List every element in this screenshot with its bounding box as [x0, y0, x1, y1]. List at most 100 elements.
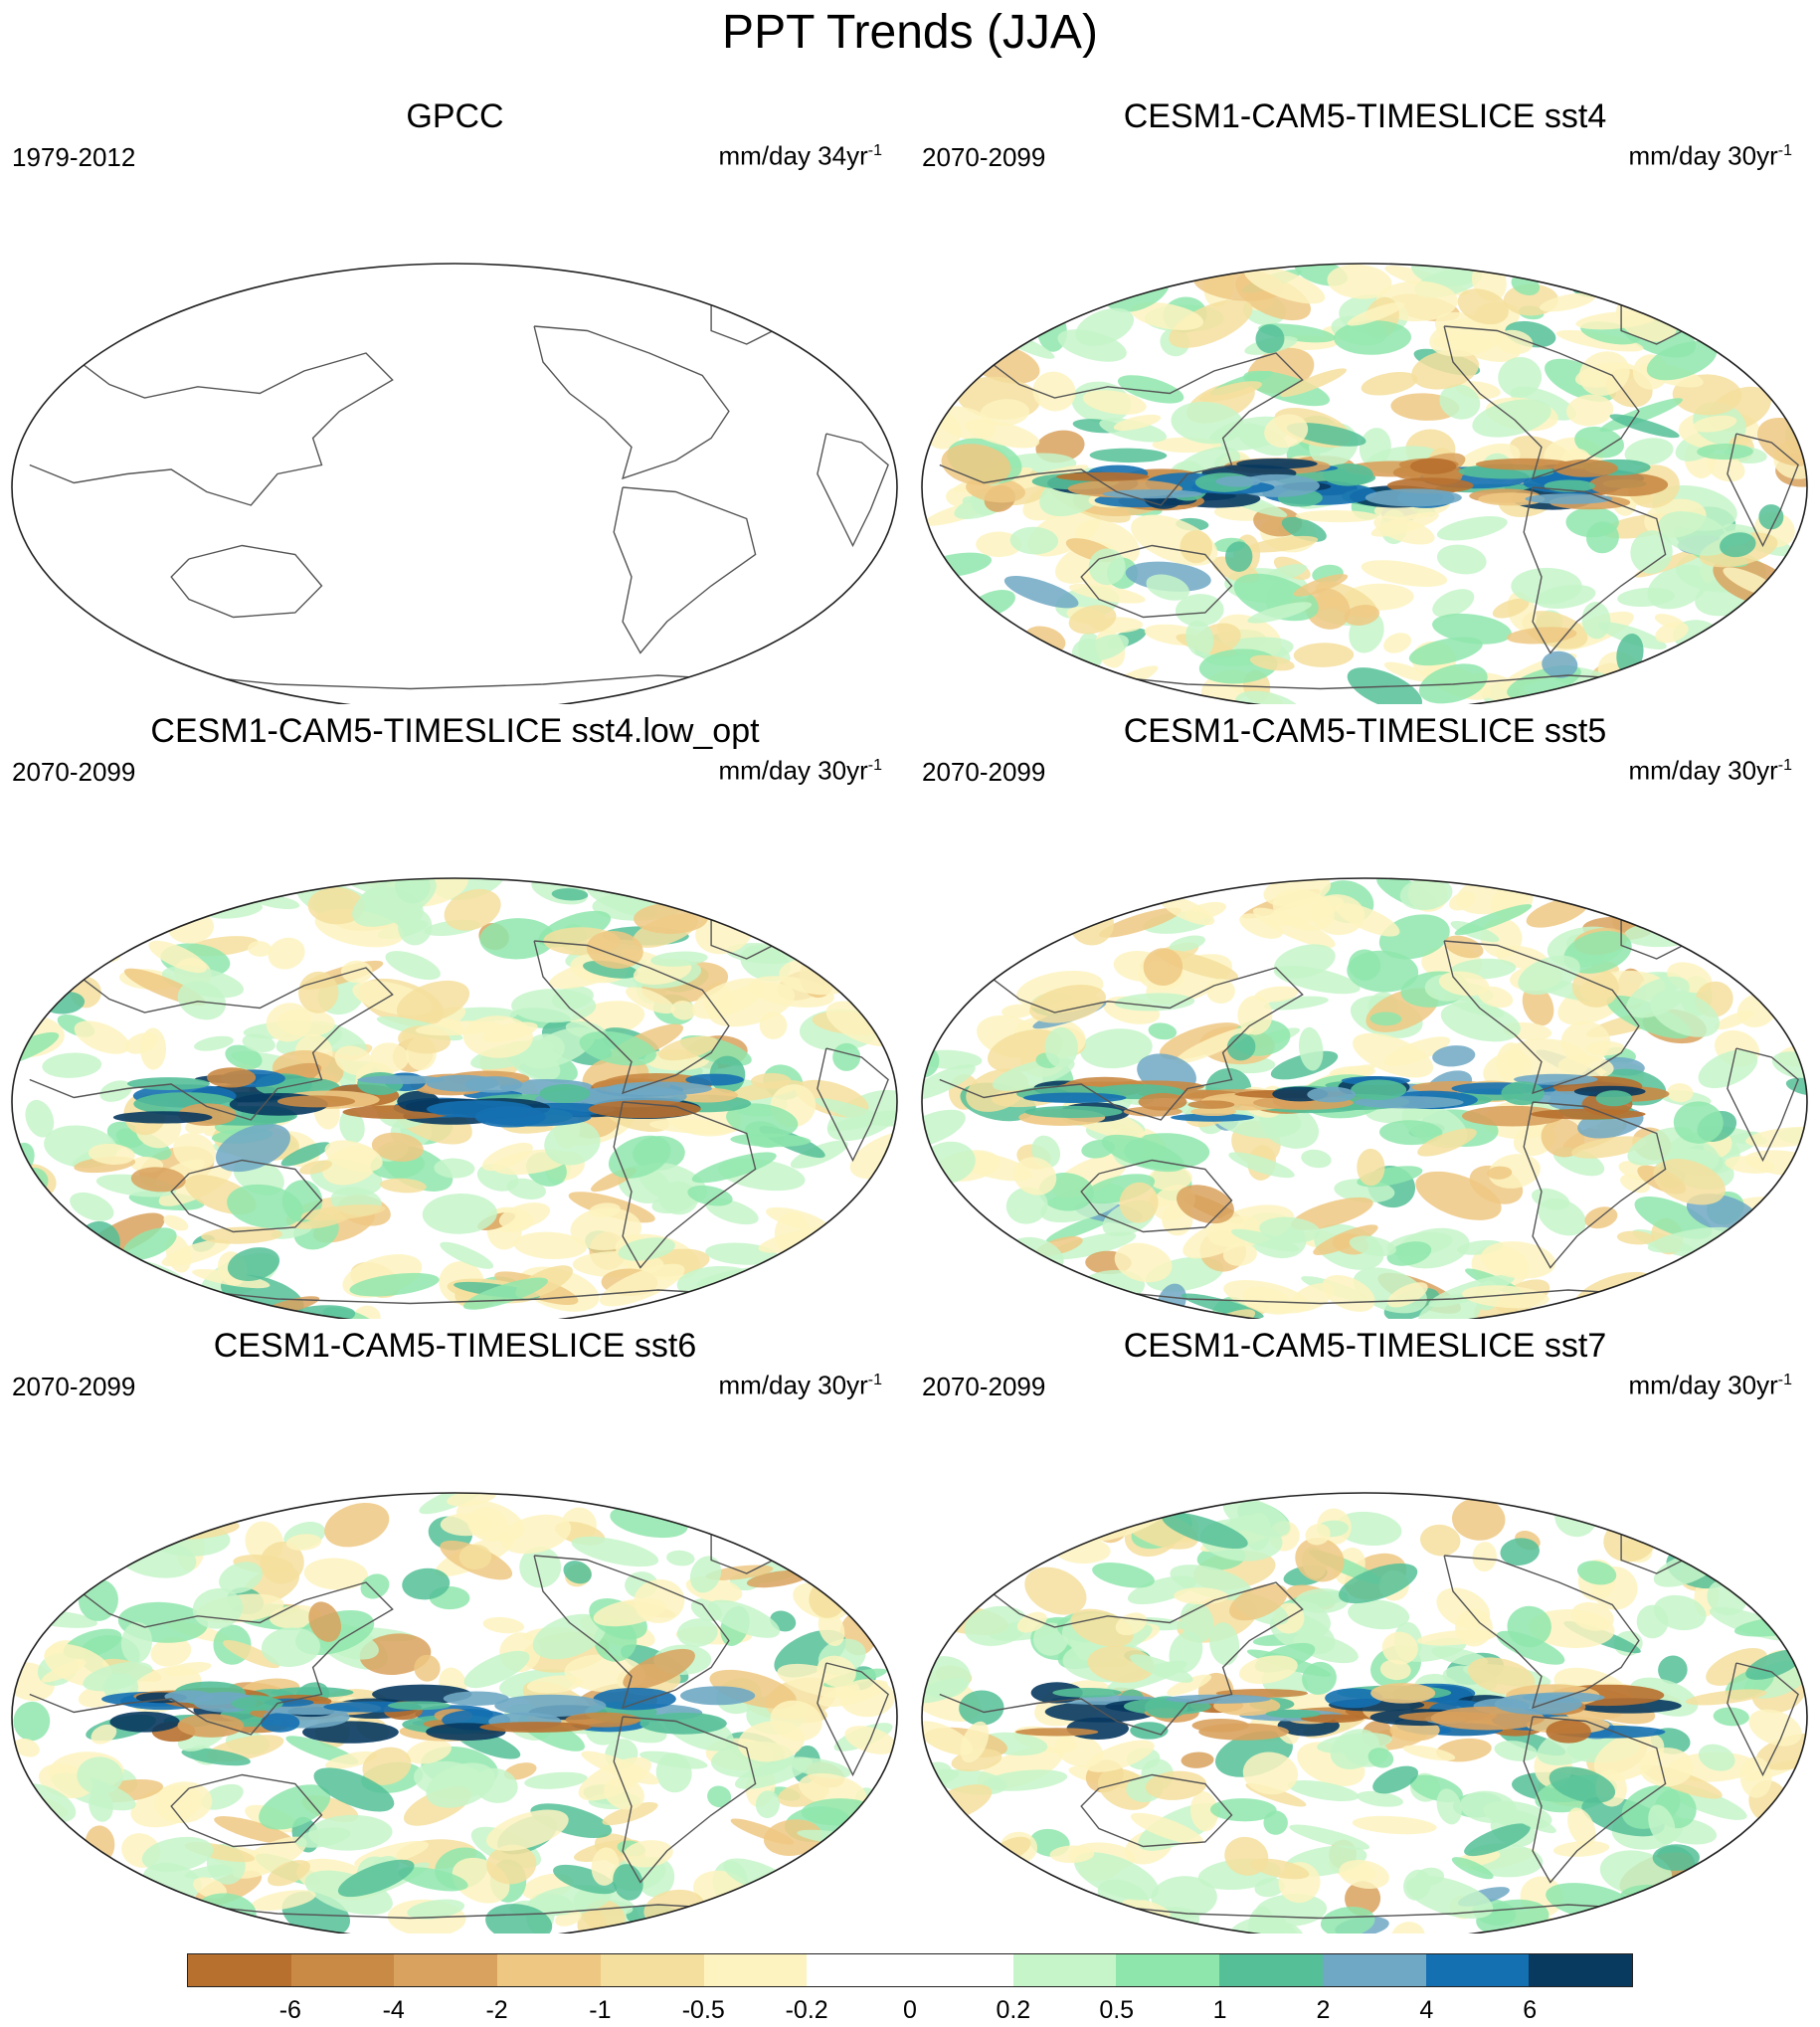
- trend-patch: [298, 971, 339, 1014]
- trend-patch: [1432, 1045, 1476, 1067]
- trend-patch: [1177, 1185, 1234, 1224]
- trend-patch: [463, 1650, 530, 1689]
- trend-patch: [666, 1550, 695, 1566]
- trend-patch: [553, 1864, 618, 1895]
- trend-patch: [650, 951, 708, 967]
- trend-field: [12, 1493, 897, 1934]
- trend-patch: [299, 1204, 386, 1221]
- trend-patch: [1383, 661, 1431, 682]
- coastline: [1054, 1899, 1648, 1920]
- trend-patch: [486, 1844, 537, 1885]
- colorbar-tick-label: 0: [903, 1996, 917, 2024]
- trend-patch: [1548, 1766, 1616, 1803]
- trend-patch: [1576, 1561, 1617, 1585]
- trend-patch: [1347, 950, 1419, 993]
- trend-patch: [1176, 594, 1224, 627]
- trend-patch: [219, 1562, 263, 1594]
- coastline: [1727, 1047, 1799, 1163]
- units-label: mm/day 30yr-1: [718, 755, 883, 786]
- itcz-patch: [1588, 472, 1669, 497]
- trend-patch: [1082, 634, 1129, 661]
- colorbar-swatch: [394, 1954, 498, 1986]
- coastline: [1727, 433, 1799, 548]
- trend-patch: [658, 1035, 718, 1061]
- trend-patch: [1291, 1197, 1373, 1230]
- trend-patch: [1113, 414, 1162, 431]
- colorbar-tick-label: 1: [1212, 1996, 1227, 2024]
- trend-patch: [1369, 1012, 1402, 1026]
- trend-patch: [1339, 1859, 1389, 1890]
- trend-patch: [707, 1599, 781, 1638]
- map-panel-sst4: CESM1-CAM5-TIMESLICE sst4 2070-2099 mm/d…: [910, 90, 1820, 704]
- trend-patch: [709, 1669, 797, 1709]
- units-label: mm/day 30yr-1: [718, 1370, 883, 1400]
- trend-patch: [325, 1751, 378, 1769]
- trend-patch: [1585, 521, 1619, 554]
- panel-title: CESM1-CAM5-TIMESLICE sst6: [213, 1327, 697, 1365]
- itcz-patch: [1215, 475, 1262, 487]
- panel-title: CESM1-CAM5-TIMESLICE sst5: [1123, 712, 1607, 750]
- itcz-patch: [588, 1100, 701, 1119]
- trend-patch: [349, 1272, 440, 1297]
- trend-patch: [1348, 1599, 1410, 1630]
- colorbar-tick-label: 2: [1316, 1996, 1331, 2024]
- trend-patch: [1230, 1228, 1300, 1252]
- trend-patch: [922, 1109, 966, 1148]
- trend-patch: [1478, 986, 1514, 1009]
- trend-patch: [1686, 1689, 1767, 1706]
- trend-patch: [1481, 1241, 1556, 1279]
- trend-patch: [1652, 1844, 1700, 1871]
- trend-patch: [922, 1721, 974, 1755]
- globe-background: [12, 264, 897, 704]
- itcz-patch: [1325, 1688, 1383, 1709]
- colorbar-tick-label: 0.2: [996, 1996, 1031, 2024]
- trend-patch: [1293, 574, 1349, 597]
- trend-patch: [1639, 1748, 1694, 1787]
- coastline: [170, 544, 323, 619]
- trend-patch: [1206, 1309, 1256, 1319]
- trend-patch: [13, 1701, 51, 1742]
- trend-patch: [1511, 567, 1582, 605]
- itcz-patch: [1052, 1688, 1122, 1698]
- trend-patch: [268, 1860, 310, 1887]
- trend-patch: [941, 444, 1011, 486]
- trend-patch: [1706, 1648, 1768, 1686]
- trend-patch: [1378, 914, 1450, 960]
- trend-patch: [1563, 930, 1632, 974]
- trend-patch: [1439, 384, 1481, 420]
- units-label: mm/day 30yr-1: [1628, 1370, 1793, 1400]
- trend-patch: [334, 1045, 374, 1076]
- trend-patch: [1415, 1171, 1502, 1220]
- trend-patch: [1167, 1674, 1212, 1696]
- trend-patch: [755, 1790, 781, 1819]
- trend-patch: [1352, 1815, 1437, 1835]
- period-label: 2070-2099: [12, 757, 136, 787]
- trend-patch: [124, 1032, 159, 1054]
- trend-patch: [1148, 1166, 1192, 1191]
- trend-patch: [740, 945, 791, 982]
- itcz-patch: [479, 1722, 592, 1733]
- trend-patch: [232, 1836, 307, 1879]
- trend-patch: [227, 1184, 303, 1228]
- colorbar-tick-label: -2: [485, 1996, 508, 2024]
- trend-patch: [1367, 1748, 1394, 1768]
- trend-patch: [1119, 1182, 1159, 1223]
- units-label: mm/day 30yr-1: [1628, 755, 1793, 786]
- trend-patch: [1079, 1028, 1153, 1069]
- trend-patch: [1029, 985, 1106, 1023]
- trend-patch: [790, 1757, 851, 1779]
- trend-patch: [1236, 423, 1289, 457]
- colorbar-tick-label: 4: [1419, 1996, 1434, 2024]
- itcz-patch: [1514, 1073, 1598, 1085]
- trend-patch: [689, 1556, 722, 1593]
- trend-patch: [324, 1140, 383, 1173]
- colorbar: [187, 1953, 1633, 1987]
- trend-patch: [1016, 1611, 1047, 1633]
- trend-patch: [965, 419, 1040, 449]
- trend-patch: [1429, 317, 1504, 357]
- itcz-patch: [1102, 489, 1202, 499]
- trend-patch: [818, 1610, 845, 1647]
- itcz-patch: [1307, 1086, 1357, 1103]
- trend-field: [12, 878, 897, 1319]
- globe-border: [921, 1492, 1808, 1934]
